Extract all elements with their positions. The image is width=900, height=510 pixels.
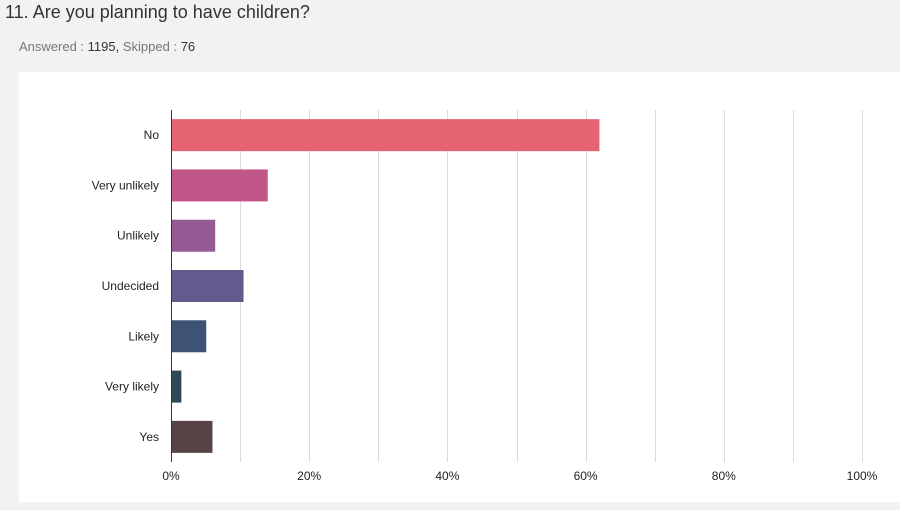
response-stats: Answered : 1195, Skipped : 76 xyxy=(19,39,195,54)
x-tick-label: 40% xyxy=(435,469,459,483)
category-label: Very unlikely xyxy=(92,178,159,192)
answered-label: Answered : xyxy=(19,39,85,54)
question-number: 11. xyxy=(5,2,29,22)
bar xyxy=(171,320,207,353)
category-label: Yes xyxy=(139,430,159,444)
bar xyxy=(171,169,268,202)
x-tick-label: 60% xyxy=(574,469,598,483)
chart-card: No Very unlikely Unlikely Undecided Likely Ve… xyxy=(19,72,900,502)
answered-count: 1195, xyxy=(87,39,120,54)
x-tick-label: 80% xyxy=(712,469,736,483)
bar xyxy=(171,420,213,453)
category-label: Undecided xyxy=(102,279,159,293)
question-title: 11. Are you planning to have children? xyxy=(5,2,310,23)
skipped-count: 76 xyxy=(180,39,196,54)
category-label: Unlikely xyxy=(117,229,159,243)
x-tick-label: 0% xyxy=(162,469,180,483)
bar xyxy=(171,219,216,252)
x-tick-label: 20% xyxy=(297,469,321,483)
bar xyxy=(171,270,244,302)
category-label: Very likely xyxy=(105,380,159,394)
category-label: Likely xyxy=(128,329,159,343)
bar xyxy=(171,370,182,403)
x-tick-label: 100% xyxy=(847,469,878,483)
bar-chart: No Very unlikely Unlikely Undecided Likely Ve… xyxy=(92,110,878,483)
bar xyxy=(171,119,600,152)
question-text: Are you planning to have children? xyxy=(32,2,310,22)
category-label: No xyxy=(144,128,160,142)
skipped-label: Skipped : xyxy=(122,39,178,54)
